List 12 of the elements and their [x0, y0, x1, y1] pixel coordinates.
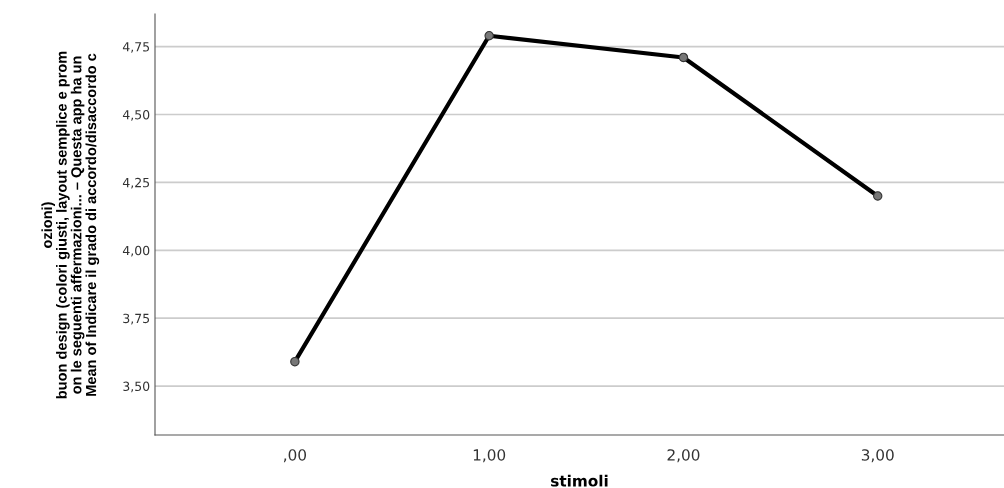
y-axis-title: ozioni) buon design (colori giusti, layout semplice e prom on le seguenti affermazioni... – Questa app ha un Mean of Indicare il grado di accordo/disaccordo c	[41, 51, 100, 399]
y-tick-label: 3,75	[123, 313, 150, 325]
x-tick-label: 3,00	[861, 449, 894, 463]
x-axis-title: stimoli	[551, 474, 608, 487]
y-tick-label: 4,25	[122, 177, 150, 189]
y-tick-label: 4,75	[122, 42, 150, 53]
x-tick-label: ,00	[283, 449, 307, 463]
y-tick-label: 4,50	[122, 109, 150, 121]
x-tick-label: 2,00	[667, 449, 700, 463]
y-tick-label: 4,00	[122, 245, 150, 257]
y-tick-label: 3,50	[123, 381, 150, 393]
x-tick-label: 1,00	[473, 449, 506, 463]
